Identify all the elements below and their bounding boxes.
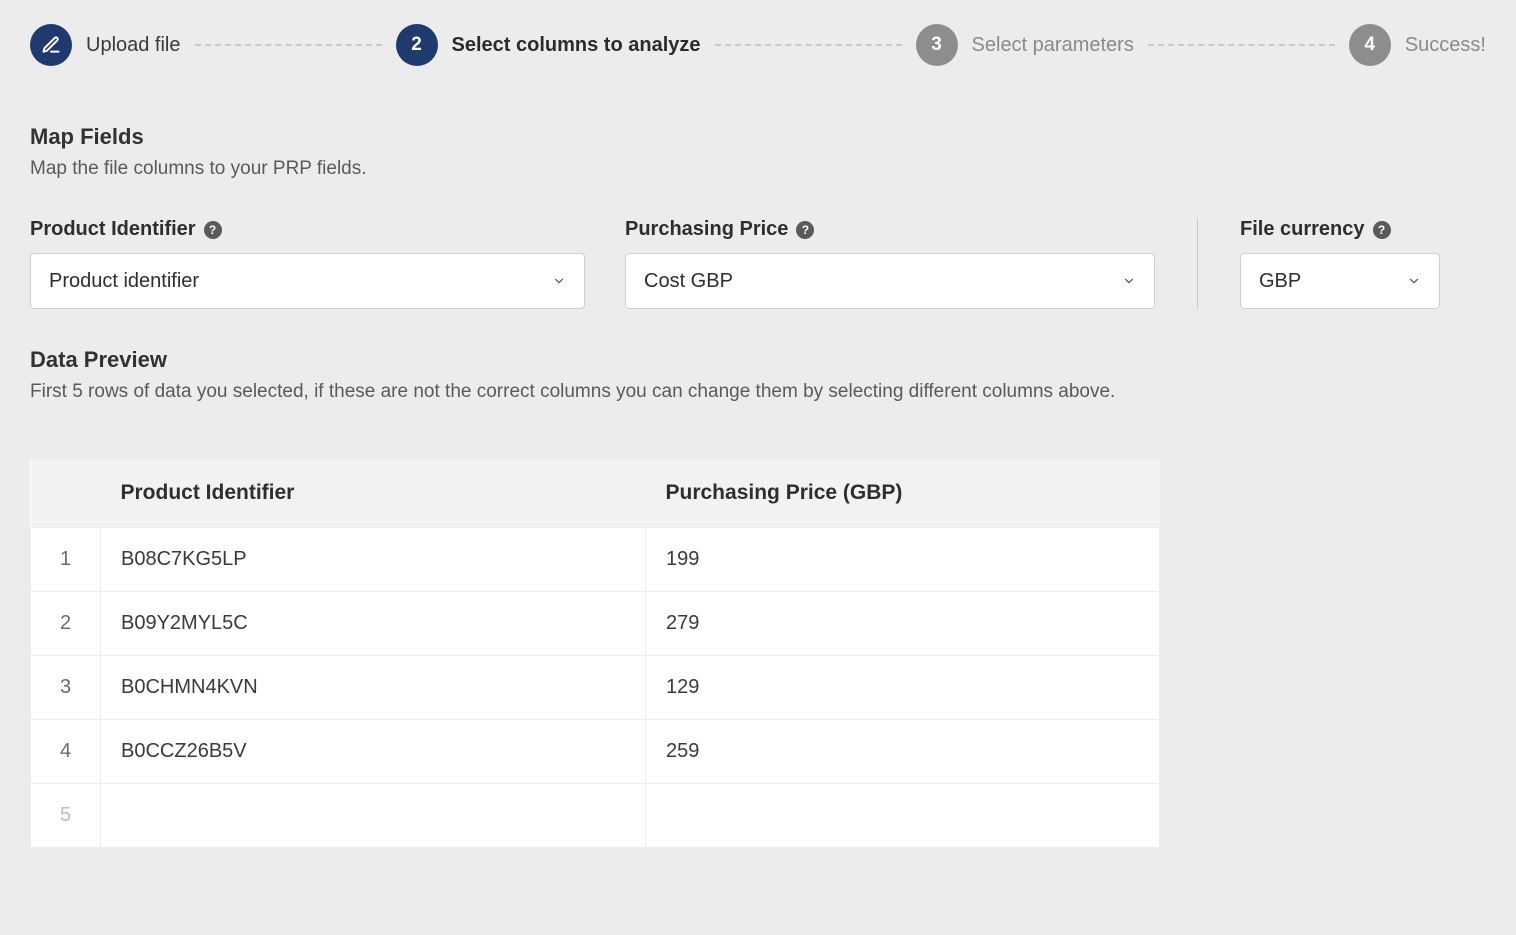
product-identifier-label: Product Identifier ? [30,218,585,241]
purchasing-price-label: Purchasing Price ? [625,218,1155,241]
stepper: Upload file 2 Select columns to analyze … [30,24,1486,66]
data-preview-section: Data Preview First 5 rows of data you se… [30,347,1486,848]
table-row: 2 B09Y2MYL5C 279 [31,592,1160,656]
step-label-1: Upload file [86,34,181,57]
chevron-down-icon [1407,274,1421,288]
step-badge-2: 2 [396,24,438,66]
table-row: 1 B08C7KG5LP 199 [31,528,1160,592]
step-success[interactable]: 4 Success! [1349,24,1486,66]
table-cell: B09Y2MYL5C [101,592,646,656]
table-cell-index: 5 [31,784,101,848]
table-cell-index: 1 [31,528,101,592]
table-row: 3 B0CHMN4KVN 129 [31,656,1160,720]
step-badge-4: 4 [1349,24,1391,66]
file-currency-select[interactable]: GBP [1240,253,1440,309]
table-header-index [31,459,101,528]
map-fields-subtitle: Map the file columns to your PRP fields. [30,158,1486,180]
step-connector [195,44,382,46]
table-cell: 129 [646,656,1160,720]
step-select-parameters[interactable]: 3 Select parameters [916,24,1134,66]
table-header-col-1: Purchasing Price (GBP) [646,459,1160,528]
step-select-columns[interactable]: 2 Select columns to analyze [396,24,701,66]
table-row: 5 [31,784,1160,848]
table-cell: 259 [646,720,1160,784]
product-identifier-select[interactable]: Product identifier [30,253,585,309]
purchasing-price-select[interactable]: Cost GBP [625,253,1155,309]
help-icon[interactable]: ? [1373,221,1391,239]
table-cell-index: 3 [31,656,101,720]
step-connector [1148,44,1335,46]
data-preview-title: Data Preview [30,347,1486,373]
map-fields-title: Map Fields [30,124,1486,150]
file-currency-value: GBP [1259,270,1301,293]
product-identifier-label-text: Product Identifier [30,218,196,241]
purchasing-price-value: Cost GBP [644,270,733,293]
pencil-icon [41,35,61,55]
purchasing-price-group: Purchasing Price ? Cost GBP [625,218,1155,309]
table-cell: 279 [646,592,1160,656]
step-label-2: Select columns to analyze [452,34,701,57]
chevron-down-icon [552,274,566,288]
file-currency-group: File currency ? GBP [1240,218,1440,309]
chevron-down-icon [1122,274,1136,288]
data-preview-table: Product Identifier Purchasing Price (GBP… [30,459,1160,848]
table-header-row: Product Identifier Purchasing Price (GBP… [31,459,1160,528]
step-connector [715,44,902,46]
product-identifier-group: Product Identifier ? Product identifier [30,218,585,309]
step-label-3: Select parameters [972,34,1134,57]
table-row: 4 B0CCZ26B5V 259 [31,720,1160,784]
table-cell: B08C7KG5LP [101,528,646,592]
step-badge-3: 3 [916,24,958,66]
step-badge-1 [30,24,72,66]
step-label-4: Success! [1405,34,1486,57]
product-identifier-value: Product identifier [49,270,199,293]
table-cell: B0CHMN4KVN [101,656,646,720]
step-upload-file[interactable]: Upload file [30,24,181,66]
data-preview-subtitle: First 5 rows of data you selected, if th… [30,381,1486,403]
vertical-divider [1197,218,1198,309]
table-header-col-0: Product Identifier [101,459,646,528]
table-cell-index: 2 [31,592,101,656]
table-cell-index: 4 [31,720,101,784]
table-cell [101,784,646,848]
field-row: Product Identifier ? Product identifier … [30,218,1486,309]
table-cell: B0CCZ26B5V [101,720,646,784]
help-icon[interactable]: ? [204,221,222,239]
map-fields-section: Map Fields Map the file columns to your … [30,124,1486,309]
file-currency-label-text: File currency [1240,218,1365,241]
help-icon[interactable]: ? [796,221,814,239]
table-cell [646,784,1160,848]
purchasing-price-label-text: Purchasing Price [625,218,788,241]
table-cell: 199 [646,528,1160,592]
file-currency-label: File currency ? [1240,218,1440,241]
